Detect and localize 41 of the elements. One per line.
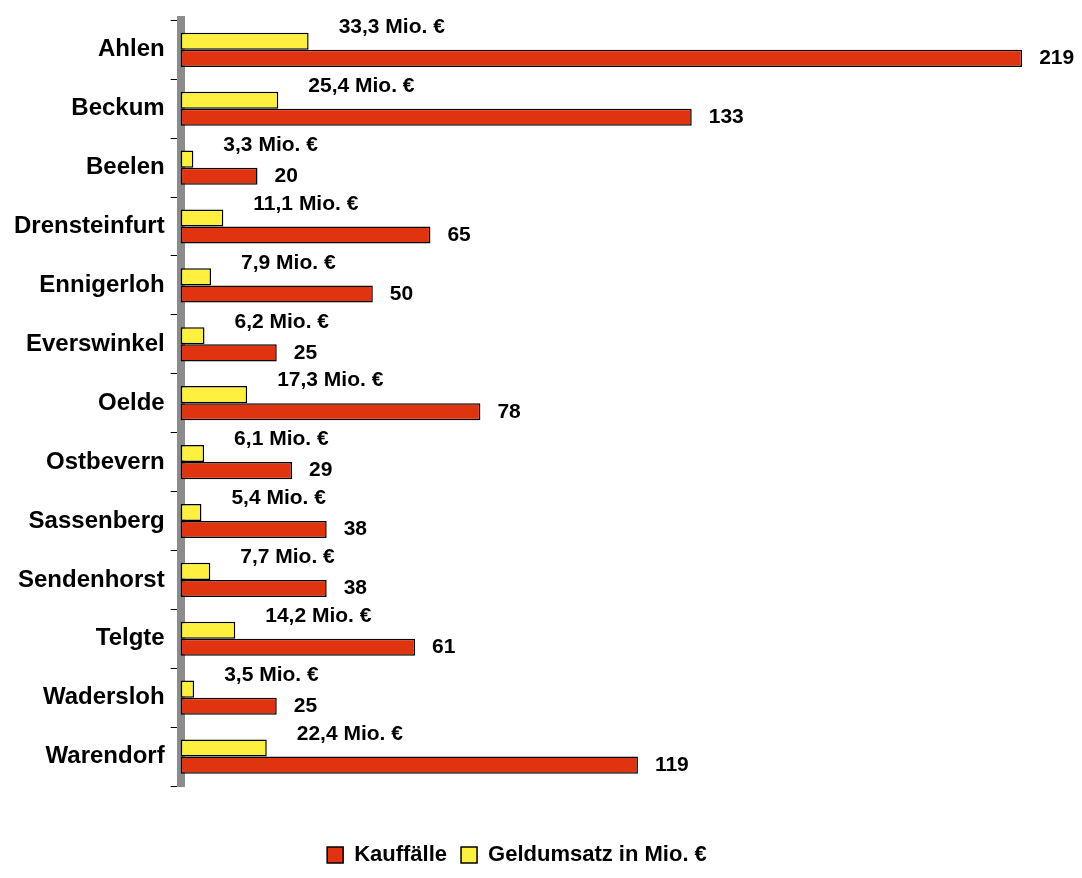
- data-label: 65: [447, 221, 472, 245]
- y-tick-label: Ennigerloh: [39, 270, 165, 298]
- data-label: 14,2 Mio. €: [265, 603, 372, 627]
- data-label: 61: [432, 634, 456, 658]
- data-label: 119: [654, 751, 689, 775]
- data-label: 5,4 Mio. €: [231, 485, 327, 509]
- legend-label: Kauffälle: [354, 841, 448, 867]
- y-tick-label: Sassenberg: [28, 505, 165, 533]
- data-label: 22,4 Mio. €: [296, 720, 404, 744]
- data-label: 219: [1039, 45, 1075, 69]
- data-label: 7,9 Mio. €: [241, 249, 336, 273]
- data-label: 38: [343, 575, 368, 599]
- y-tick-label: Telgte: [95, 623, 165, 651]
- y-tick-label: Warendorf: [45, 741, 166, 769]
- y-tick-label: Beelen: [85, 152, 165, 180]
- y-tick-label: Oelde: [97, 387, 165, 415]
- data-label: 3,5 Mio. €: [224, 661, 319, 685]
- data-label: 25: [293, 693, 318, 716]
- y-tick-label: Sendenhorst: [17, 564, 165, 592]
- data-label: 133: [708, 104, 744, 128]
- y-tick-label: Ostbevern: [45, 446, 165, 474]
- data-label: 17,3 Mio. €: [277, 367, 384, 391]
- data-label: 25,4 Mio. €: [308, 73, 415, 96]
- data-label: 6,2 Mio. €: [234, 308, 330, 332]
- data-label: 6,1 Mio. €: [234, 426, 329, 450]
- data-label: 3,3 Mio. €: [223, 131, 319, 155]
- y-tick-label: Ahlen: [98, 34, 165, 62]
- y-tick-label: Wadersloh: [42, 682, 165, 710]
- y-tick-label: Everswinkel: [25, 328, 165, 356]
- legend-label: Geldumsatz in Mio. €: [488, 841, 707, 867]
- y-tick-label: Drensteinfurt: [13, 211, 165, 239]
- data-label: 20: [274, 162, 298, 186]
- data-label: 38: [343, 516, 368, 540]
- data-label: 7,7 Mio. €: [240, 544, 336, 568]
- y-tick-label: Beckum: [71, 93, 165, 121]
- data-label: 25: [293, 339, 318, 363]
- data-label: 33,3 Mio. €: [338, 14, 446, 38]
- data-label: 50: [389, 280, 414, 304]
- data-label: 11,1 Mio. €: [253, 190, 359, 214]
- data-label: 29: [309, 457, 333, 481]
- data-label: 78: [497, 398, 522, 422]
